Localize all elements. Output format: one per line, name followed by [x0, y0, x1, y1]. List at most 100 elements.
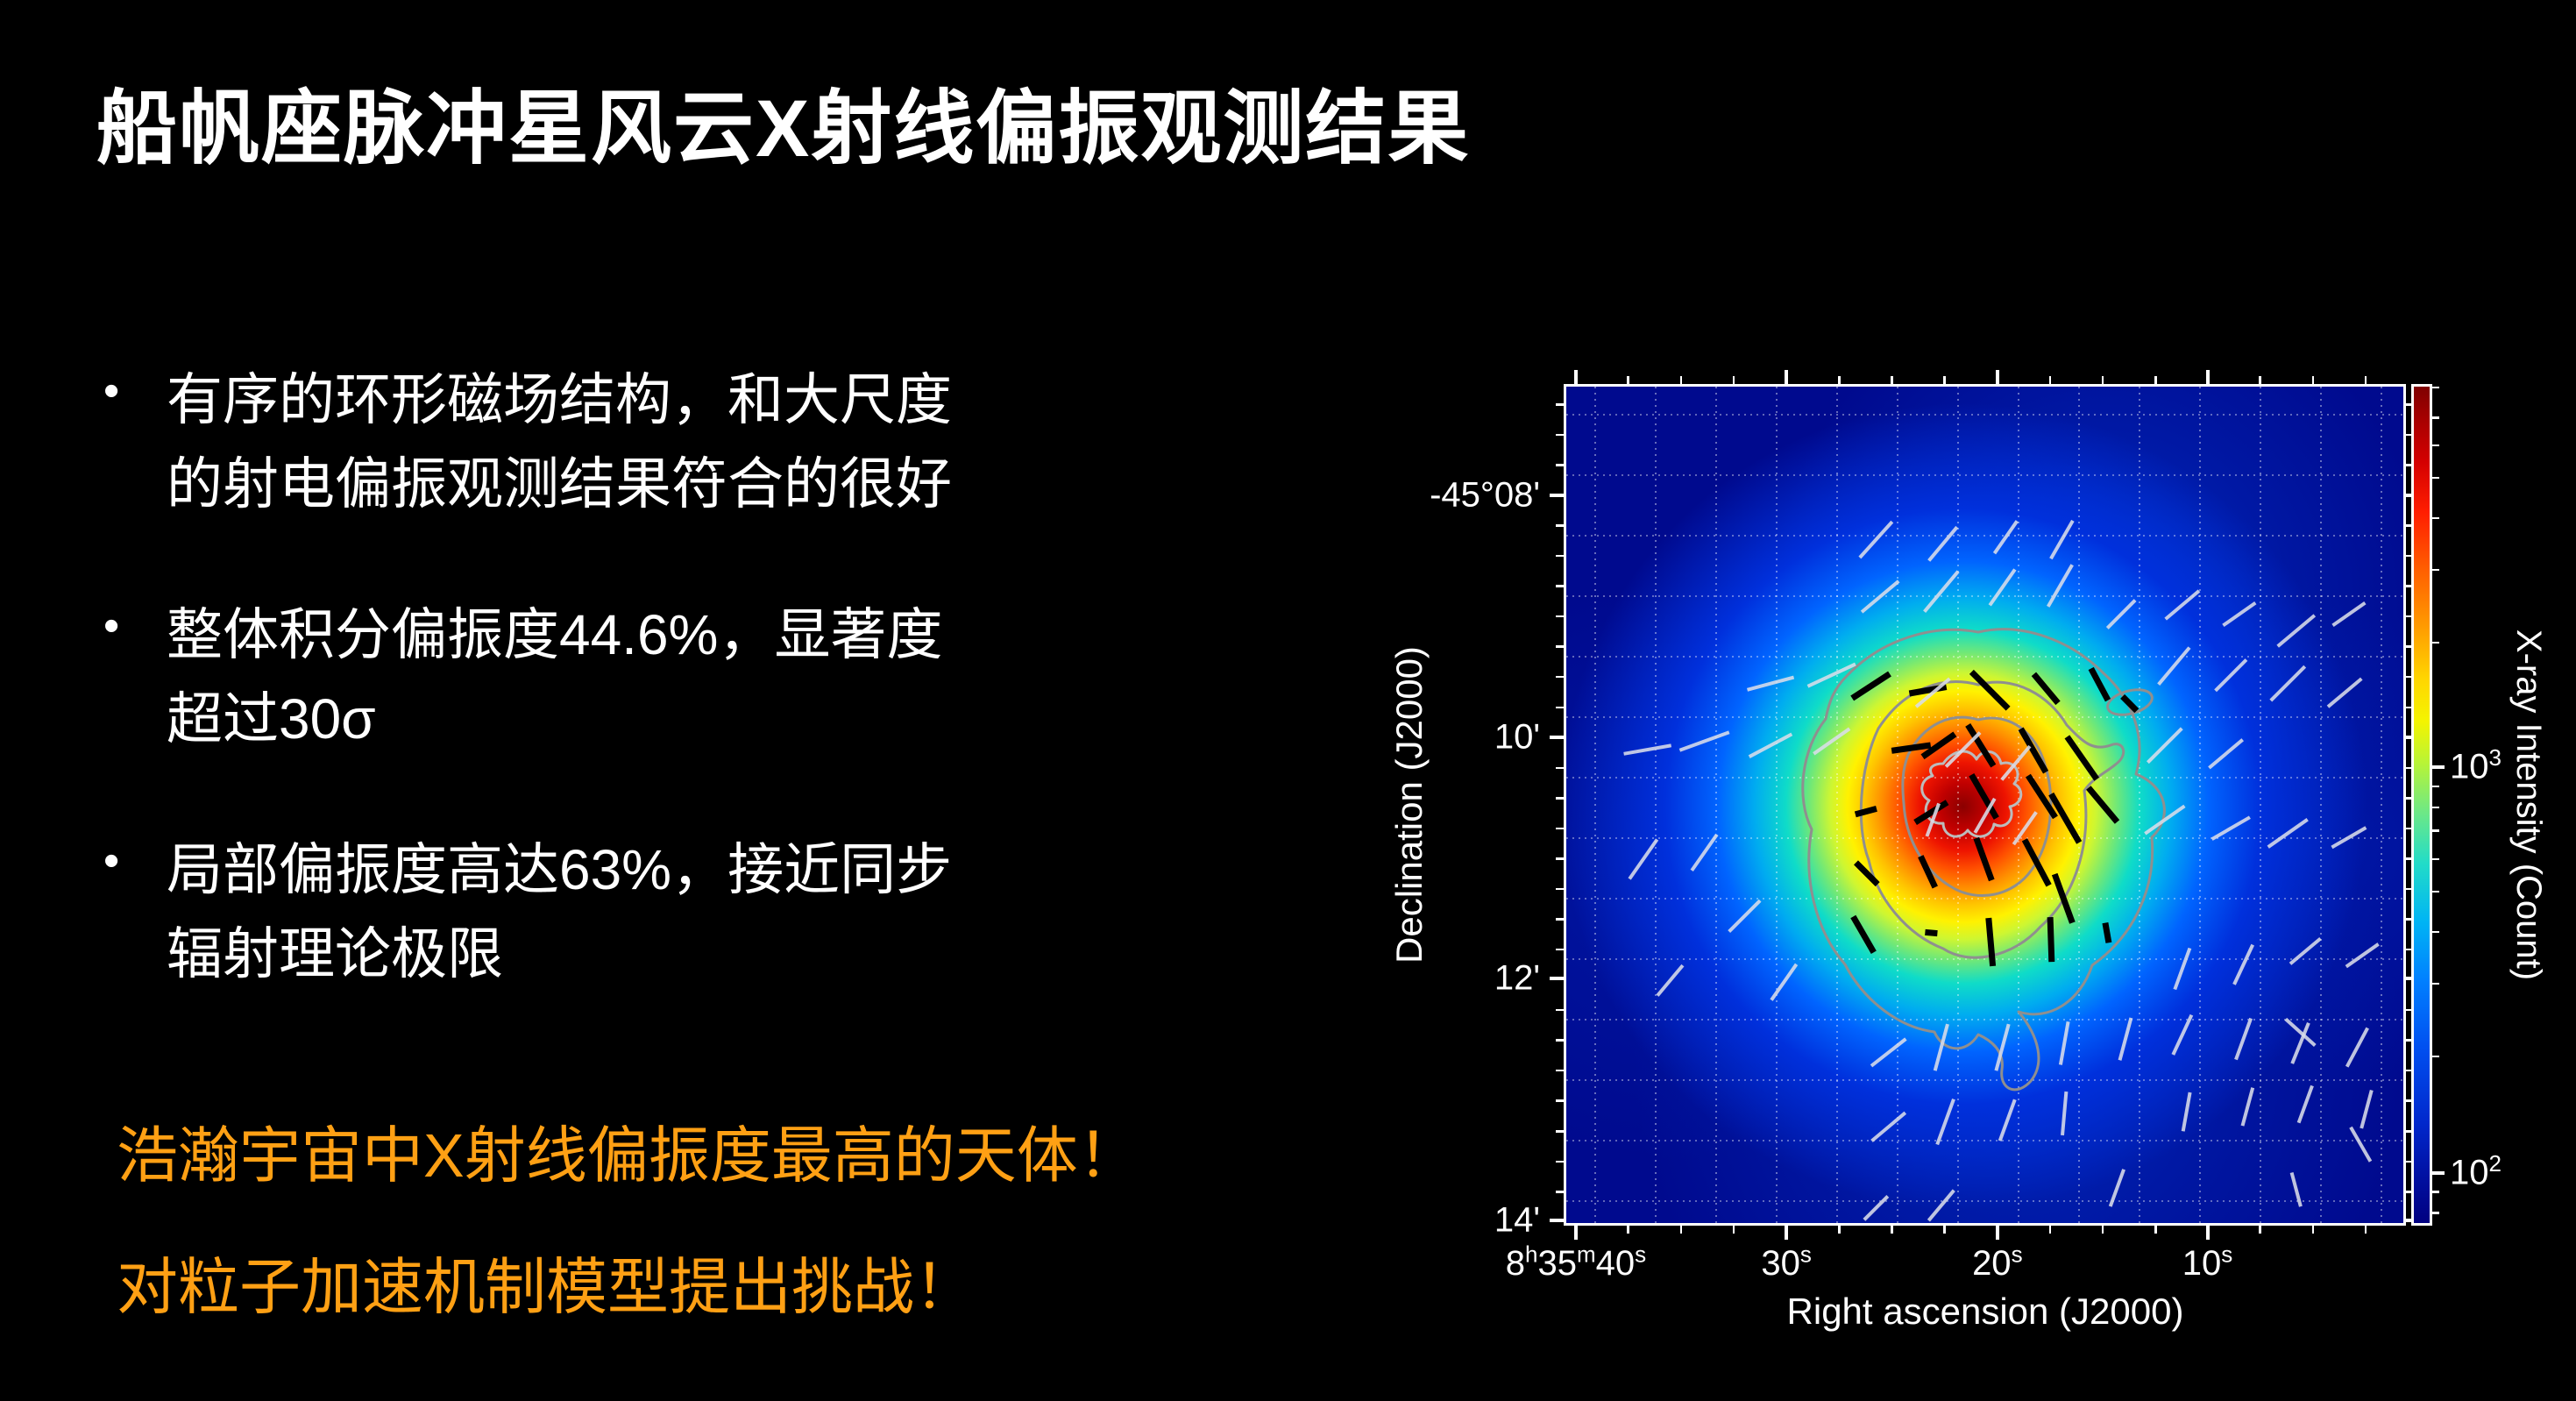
x-minor-tick [2048, 376, 2052, 384]
bullet-dot: • [103, 836, 120, 886]
polarization-vector-white [1870, 1037, 1907, 1068]
highlight-line-2: 对粒子加速机制模型提出挑战！ [117, 1253, 976, 1321]
polarization-vector-white [1728, 899, 1762, 934]
polarization-vector-white [1933, 1023, 1949, 1071]
polarization-vector-white [2061, 1091, 2069, 1136]
polarization-vector-white [2118, 1017, 2133, 1061]
colorbar-minor-tick [2432, 416, 2439, 419]
polarization-vector-white [1914, 677, 1951, 708]
x-minor-tick [2154, 376, 2157, 384]
colorbar-major-tick [2432, 765, 2445, 770]
polarization-vector-white [2049, 519, 2075, 560]
colorbar-major-tick [2432, 1170, 2445, 1175]
x-minor-tick [1627, 1226, 1629, 1234]
y-minor-tick [2406, 433, 2414, 437]
polarization-vector-white [2276, 614, 2317, 648]
x-major-tick [1995, 1226, 1999, 1240]
polarization-vector-white [2222, 601, 2257, 628]
colorbar-minor-tick [2432, 1191, 2439, 1193]
colorbar-minor-tick [2432, 444, 2439, 447]
x-minor-tick [1732, 376, 1735, 384]
y-minor-tick [2406, 766, 2414, 770]
y-minor-tick [2406, 524, 2414, 527]
polarization-vector-white [2000, 744, 2032, 781]
bullet-2-line-2: 超过30σ [167, 687, 376, 750]
y-minor-tick [2406, 615, 2414, 618]
polarization-vector-black [1985, 917, 1997, 967]
x-minor-tick [1627, 376, 1629, 384]
x-minor-tick [2048, 1226, 2052, 1234]
polarization-vector-white [1927, 1189, 1955, 1222]
x-tick-label: 8h35m40s [1505, 1241, 1647, 1283]
y-minor-tick [1556, 887, 1564, 891]
polarization-vector-black [2051, 872, 2076, 924]
x-major-tick [1785, 370, 1789, 384]
polarization-vector-white [1973, 797, 1997, 834]
y-minor-tick [1556, 1160, 1564, 1163]
polarization-vector-white [1988, 568, 2017, 607]
polarization-vector-white [2345, 942, 2380, 969]
polarization-vector-white [1748, 732, 1793, 758]
x-minor-tick [2259, 1226, 2261, 1234]
x-minor-tick [1943, 376, 1946, 384]
polarization-vector-black [1854, 806, 1877, 818]
x-minor-tick [2364, 376, 2367, 384]
y-tick-label: -45°08' [1430, 475, 1540, 515]
colorbar-minor-tick [2432, 785, 2439, 788]
polarization-vector-white [1806, 662, 1856, 688]
y-minor-tick [1556, 948, 1564, 951]
polarization-vector-white [2296, 1085, 2314, 1124]
polarization-vector-white [2232, 943, 2255, 985]
colorbar-minor-tick [2432, 386, 2439, 389]
polarization-vector-white [2058, 1021, 2070, 1065]
colorbar-minor-tick [2432, 641, 2439, 644]
polarization-vector-white [1860, 580, 1900, 614]
y-minor-tick [2406, 918, 2414, 921]
polarization-vector-white [2146, 727, 2183, 765]
polarization-vector-white [2181, 1092, 2192, 1132]
contour-core-squiggle [1920, 750, 2023, 838]
polarization-vector-white [2326, 677, 2363, 708]
y-minor-tick [1556, 1039, 1564, 1042]
y-minor-tick [2406, 797, 2414, 800]
colorbar-minor-tick [2432, 930, 2439, 934]
polarization-vector-white [2331, 601, 2367, 628]
polarization-vector-white [2012, 811, 2038, 846]
y-minor-tick [1556, 433, 1564, 437]
y-minor-tick [1556, 827, 1564, 830]
polarization-vector-white [2360, 1089, 2374, 1129]
polarization-vector-white [2269, 665, 2307, 702]
polarization-vector-black [1965, 723, 1997, 768]
polarization-vector-white [2105, 599, 2137, 629]
polarization-vector-black [1850, 671, 1891, 701]
y-minor-tick [1556, 645, 1564, 648]
x-tick-label: 30s [1761, 1241, 1812, 1283]
polarization-vector-black [1891, 742, 1932, 754]
y-minor-tick [2406, 403, 2414, 406]
polarization-vector-black [2102, 921, 2112, 943]
polarization-vector-white [1994, 1023, 2011, 1071]
polarization-vector-white [2108, 1169, 2125, 1207]
y-minor-tick [1556, 524, 1564, 527]
polarization-vector-white [2345, 1027, 2369, 1068]
polarization-vector-black [2025, 773, 2058, 820]
y-minor-tick [1556, 918, 1564, 921]
y-minor-tick [1556, 1191, 1564, 1193]
x-minor-tick [1838, 1226, 1841, 1234]
polarization-vector-white [1813, 727, 1851, 756]
colorbar-minor-tick [2432, 1212, 2439, 1214]
bullet-dot: • [103, 601, 120, 651]
x-minor-tick [2101, 376, 2104, 384]
polarization-vector-white [2173, 947, 2192, 991]
x-tick-label: 20s [1972, 1241, 2023, 1283]
y-minor-tick [1556, 766, 1564, 770]
y-minor-tick [1556, 1069, 1564, 1072]
polarization-vector-white [1944, 731, 1982, 768]
y-minor-tick [2406, 1039, 2414, 1042]
polarization-vector-white [1863, 1194, 1890, 1221]
x-major-tick [1573, 1226, 1578, 1240]
y-major-tick [1550, 977, 1564, 981]
polarization-vector-white [2171, 1013, 2194, 1056]
x-minor-tick [1943, 1226, 1946, 1234]
